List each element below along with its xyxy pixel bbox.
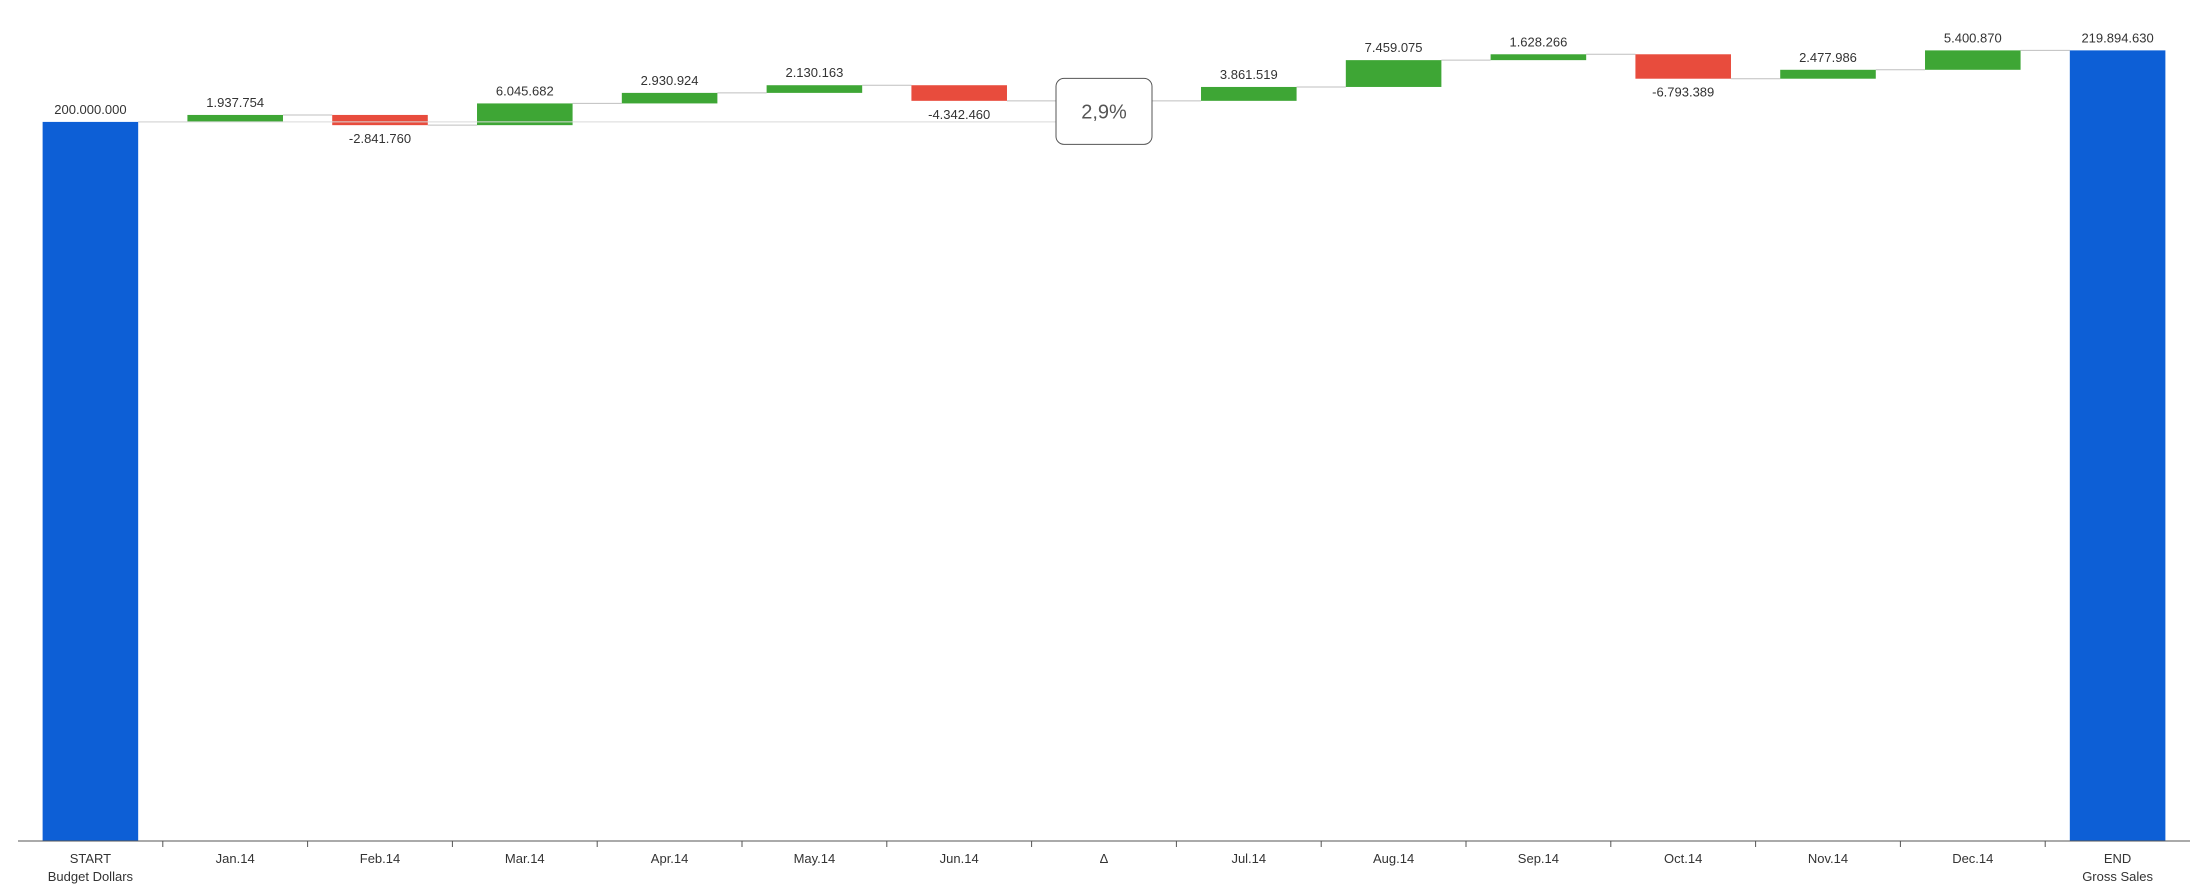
category-label: END Gross Sales — [2082, 851, 2153, 884]
bar-may-14 — [766, 85, 863, 93]
category-label: START Budget Dollars — [48, 851, 134, 884]
category-label: Feb.14 — [360, 851, 400, 866]
bar-sep-14 — [1490, 54, 1587, 61]
bar-end-gross-sales — [2069, 50, 2166, 842]
value-label: 3.861.519 — [1220, 67, 1278, 82]
value-label: -2.841.760 — [349, 131, 411, 146]
category-label: Jan.14 — [216, 851, 255, 866]
value-label: 1.628.266 — [1509, 34, 1567, 49]
bar-start-budget-dollars — [42, 121, 139, 842]
value-label: -6.793.389 — [1652, 85, 1714, 100]
category-label: Dec.14 — [1952, 851, 1993, 866]
value-labels: 200.000.000 1.937.754 -2.841.760 6.045.682 2… — [54, 30, 2153, 146]
category-label: Jul.14 — [1231, 851, 1266, 866]
bar-mar-14 — [477, 103, 573, 126]
category-label: Δ — [1100, 851, 1109, 866]
category-label: Jun.14 — [940, 851, 979, 866]
bar-feb-14 — [332, 114, 428, 126]
category-label: Aug.14 — [1373, 851, 1414, 866]
category-label: Sep.14 — [1518, 851, 1559, 866]
bar-oct-14 — [1635, 54, 1731, 79]
value-label: 1.937.754 — [206, 95, 264, 110]
value-label: 6.045.682 — [496, 83, 554, 98]
x-axis-ticks — [162, 841, 2046, 847]
value-label: 7.459.075 — [1365, 40, 1423, 55]
value-label: -4.342.460 — [928, 107, 990, 122]
value-label: 5.400.870 — [1944, 30, 2002, 45]
value-label: 2.477.986 — [1799, 50, 1857, 65]
bars — [42, 50, 2166, 842]
value-label: 200.000.000 — [54, 102, 126, 117]
delta-badge — [1055, 77, 1153, 145]
connector-lines — [138, 49, 2070, 126]
category-label: Mar.14 — [505, 851, 545, 866]
value-label: 2.930.924 — [641, 73, 699, 88]
category-label: Oct.14 — [1664, 851, 1702, 866]
bar-nov-14 — [1780, 69, 1876, 79]
category-label: Apr.14 — [651, 851, 689, 866]
bar-apr-14 — [621, 92, 718, 104]
category-label: Nov.14 — [1808, 851, 1848, 866]
value-label: 219.894.630 — [2081, 30, 2153, 45]
bar-jun-14 — [911, 85, 1007, 101]
bar-aug-14 — [1345, 60, 1442, 87]
bar-jan-14 — [187, 114, 283, 122]
value-label: 2.130.163 — [785, 65, 843, 80]
bar-dec-14 — [1925, 50, 2021, 70]
bar-jul-14 — [1201, 86, 1297, 101]
category-label: May.14 — [794, 851, 836, 866]
delta-annotation: 2,9% — [138, 77, 1153, 145]
category-labels: START Budget Dollars Jan.14 Feb.14 Mar.14 Apr… — [48, 851, 2154, 884]
delta-label: 2,9% — [1081, 101, 1127, 123]
